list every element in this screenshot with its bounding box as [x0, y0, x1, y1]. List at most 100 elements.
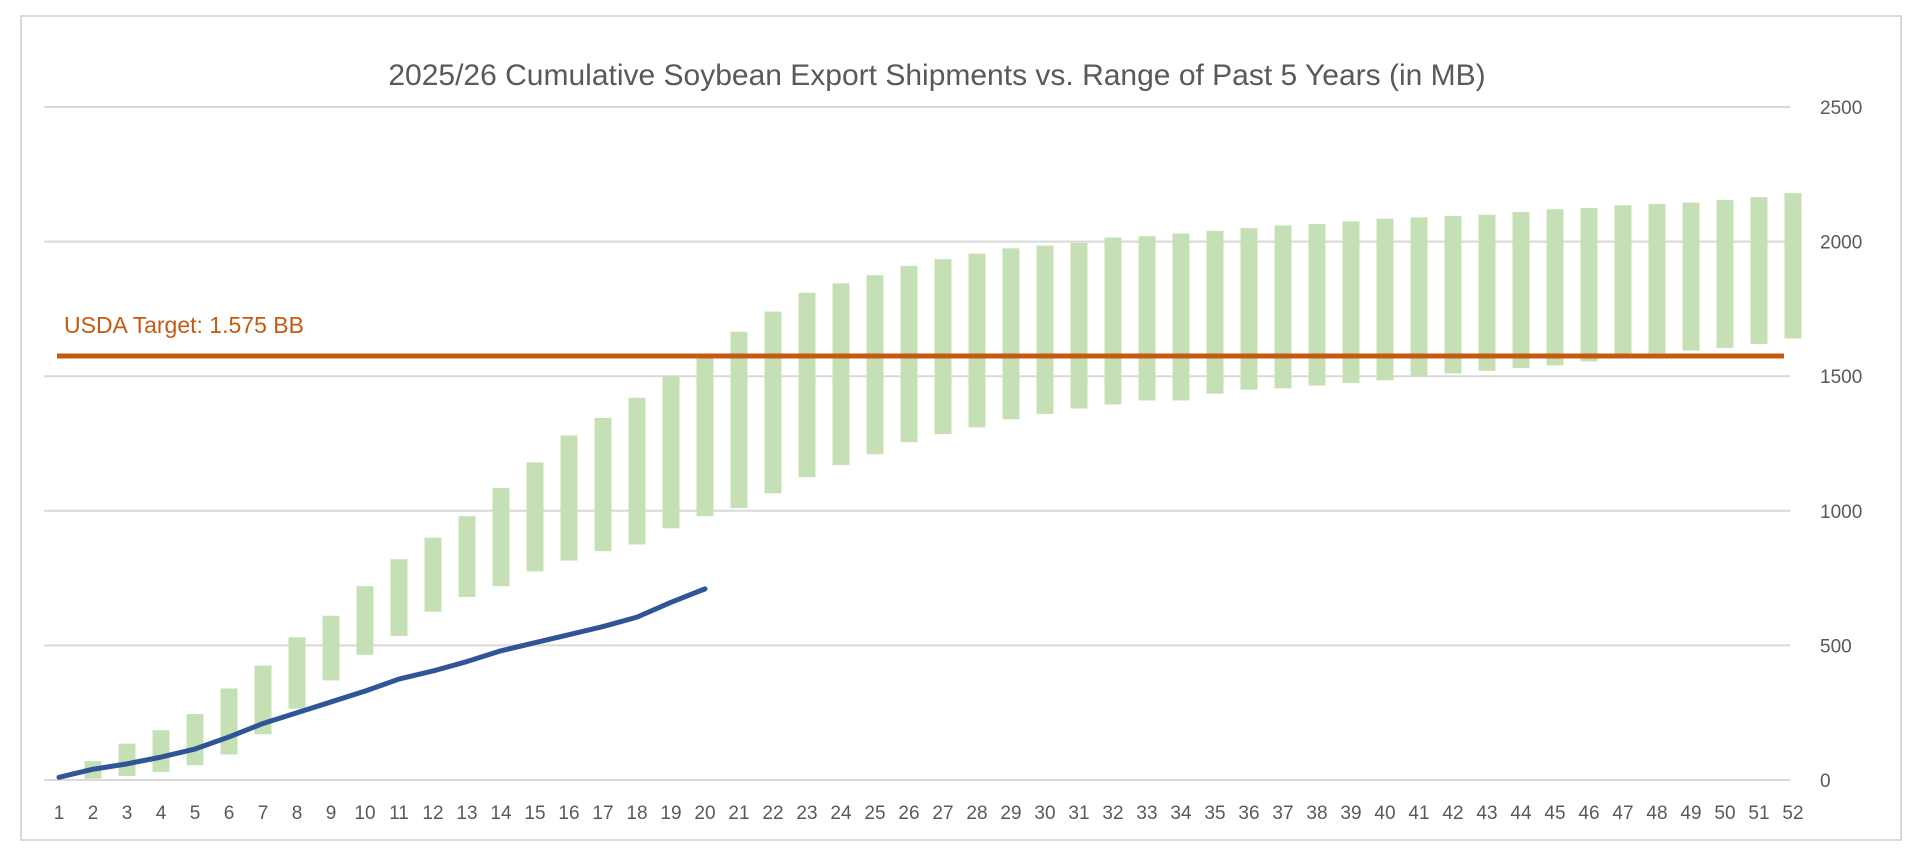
y-tick-label: 0 [1820, 771, 1831, 792]
range-bar [1512, 211, 1530, 369]
chart-title: 2025/26 Cumulative Soybean Export Shipme… [388, 59, 1486, 92]
x-tick-label: 30 [1034, 803, 1055, 824]
x-tick-label: 7 [258, 803, 269, 824]
range-bar [1784, 193, 1802, 339]
range-bar [186, 714, 204, 766]
x-tick-label: 12 [422, 803, 443, 824]
shipment-line [56, 586, 708, 780]
range-bar [492, 487, 510, 587]
x-tick-label: 2 [88, 803, 99, 824]
x-tick-label: 28 [966, 803, 987, 824]
x-tick-label: 25 [864, 803, 885, 824]
x-tick-label: 52 [1782, 803, 1803, 824]
range-bar [356, 586, 374, 655]
y-tick-label: 2000 [1820, 233, 1862, 254]
range-bars [84, 193, 1802, 779]
x-tick-label: 16 [558, 803, 579, 824]
y-tick-label: 2500 [1820, 98, 1862, 119]
x-tick-label: 24 [830, 803, 852, 824]
range-bar [934, 259, 952, 435]
x-tick-label: 6 [224, 803, 235, 824]
range-bar [424, 537, 442, 612]
x-tick-label: 39 [1340, 803, 1361, 824]
x-tick-label: 4 [156, 803, 167, 824]
x-tick-label: 19 [660, 803, 681, 824]
range-bar [1104, 237, 1122, 405]
range-bar [1274, 225, 1292, 389]
x-tick-label: 11 [389, 803, 409, 824]
range-bar [1410, 217, 1428, 377]
range-bar [1138, 236, 1156, 401]
x-tick-label: 38 [1306, 803, 1327, 824]
range-bar [1444, 216, 1462, 374]
usda-target-label: USDA Target: 1.575 BB [64, 312, 304, 338]
range-bar [526, 462, 544, 572]
range-bar [594, 417, 612, 552]
x-tick-label: 50 [1714, 803, 1735, 824]
range-bar [1478, 214, 1496, 371]
x-tick-label: 32 [1102, 803, 1123, 824]
x-tick-label: 33 [1136, 803, 1157, 824]
range-bar [1376, 218, 1394, 381]
range-bar [152, 730, 170, 772]
x-tick-label: 44 [1510, 803, 1532, 824]
x-tick-label: 46 [1578, 803, 1599, 824]
range-bar [254, 665, 272, 735]
x-tick-label: 20 [694, 803, 715, 824]
x-tick-label: 41 [1408, 803, 1429, 824]
x-tick-label: 43 [1476, 803, 1497, 824]
x-tick-label: 21 [728, 803, 749, 824]
x-tick-label: 27 [932, 803, 953, 824]
x-tick-label: 8 [292, 803, 303, 824]
x-tick-label: 17 [592, 803, 613, 824]
x-tick-label: 36 [1238, 803, 1259, 824]
x-tick-label: 1 [54, 803, 65, 824]
range-bar [798, 292, 816, 478]
range-bar [288, 637, 306, 709]
range-bar [560, 435, 578, 561]
x-tick-label: 23 [796, 803, 817, 824]
range-bar [1002, 248, 1020, 420]
range-bar [1206, 230, 1224, 394]
range-bar [866, 275, 884, 455]
range-bar [1750, 197, 1768, 344]
gridlines [44, 106, 1790, 781]
x-tick-label: 14 [490, 803, 512, 824]
x-tick-label: 48 [1646, 803, 1667, 824]
range-bar [764, 311, 782, 494]
range-bar [628, 397, 646, 545]
x-tick-label: 42 [1442, 803, 1463, 824]
range-bar [1580, 207, 1598, 362]
range-bar [1716, 199, 1734, 348]
range-bar [322, 615, 340, 681]
range-bar [1240, 228, 1258, 390]
x-tick-label: 45 [1544, 803, 1565, 824]
x-tick-label: 18 [626, 803, 647, 824]
x-tick-label: 10 [354, 803, 375, 824]
x-tick-label: 31 [1068, 803, 1089, 824]
y-tick-label: 1500 [1820, 367, 1862, 388]
x-tick-label: 3 [122, 803, 133, 824]
x-tick-label: 9 [326, 803, 337, 824]
range-bar [390, 559, 408, 636]
y-tick-label: 1000 [1820, 502, 1862, 523]
x-tick-label: 47 [1612, 803, 1633, 824]
shipment-line-path [56, 586, 708, 780]
range-bar [458, 516, 476, 597]
x-tick-label: 26 [898, 803, 919, 824]
x-tick-label: 13 [456, 803, 477, 824]
range-bar [1308, 224, 1326, 386]
range-bar [1682, 202, 1700, 351]
range-bar [1036, 245, 1054, 414]
range-bar [696, 356, 714, 517]
x-tick-label: 5 [190, 803, 201, 824]
range-bar [220, 688, 238, 755]
x-tick-label: 34 [1170, 803, 1192, 824]
range-bar [832, 283, 850, 466]
range-bar [662, 376, 680, 529]
range-bar [730, 331, 748, 509]
range-bar [1342, 221, 1360, 383]
x-tick-label: 51 [1748, 803, 1769, 824]
